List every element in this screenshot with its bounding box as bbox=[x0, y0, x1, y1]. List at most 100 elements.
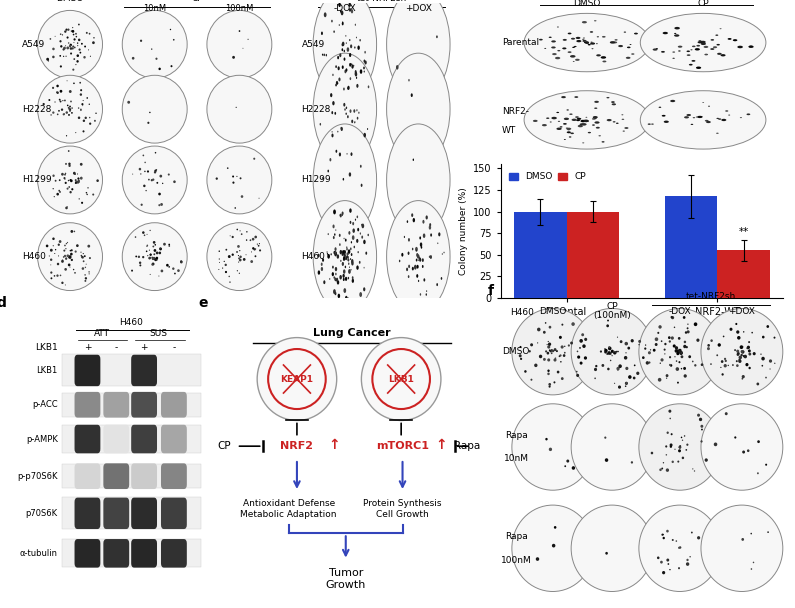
Circle shape bbox=[742, 346, 743, 348]
Circle shape bbox=[599, 316, 601, 317]
Circle shape bbox=[330, 93, 332, 97]
Circle shape bbox=[607, 351, 611, 355]
Circle shape bbox=[716, 35, 719, 36]
FancyBboxPatch shape bbox=[161, 539, 187, 568]
Circle shape bbox=[551, 350, 553, 353]
Circle shape bbox=[661, 534, 664, 536]
Circle shape bbox=[674, 33, 677, 34]
Circle shape bbox=[73, 83, 75, 84]
Circle shape bbox=[665, 374, 669, 377]
Circle shape bbox=[361, 184, 363, 187]
Circle shape bbox=[56, 193, 59, 196]
Circle shape bbox=[730, 328, 732, 331]
Circle shape bbox=[363, 71, 365, 72]
Text: d: d bbox=[0, 297, 6, 311]
Circle shape bbox=[331, 253, 332, 255]
Circle shape bbox=[686, 114, 691, 116]
Circle shape bbox=[747, 449, 750, 452]
Circle shape bbox=[622, 131, 625, 132]
Circle shape bbox=[356, 239, 359, 243]
Circle shape bbox=[259, 243, 260, 244]
Circle shape bbox=[339, 2, 341, 7]
Circle shape bbox=[83, 255, 86, 257]
Circle shape bbox=[681, 368, 682, 370]
Text: 100nM: 100nM bbox=[501, 556, 532, 565]
Circle shape bbox=[559, 336, 562, 339]
Circle shape bbox=[677, 350, 679, 353]
Circle shape bbox=[440, 277, 442, 280]
Circle shape bbox=[345, 35, 347, 36]
Circle shape bbox=[69, 179, 70, 181]
Circle shape bbox=[669, 410, 671, 413]
Circle shape bbox=[674, 356, 676, 358]
Circle shape bbox=[750, 533, 752, 534]
Circle shape bbox=[624, 32, 626, 33]
Circle shape bbox=[80, 252, 82, 253]
Circle shape bbox=[66, 135, 67, 136]
Circle shape bbox=[687, 330, 689, 333]
Circle shape bbox=[317, 254, 320, 257]
Circle shape bbox=[767, 531, 769, 533]
Text: LKB1: LKB1 bbox=[37, 366, 58, 375]
Circle shape bbox=[548, 342, 551, 346]
Circle shape bbox=[340, 10, 342, 13]
Circle shape bbox=[68, 256, 72, 259]
Circle shape bbox=[87, 244, 90, 247]
Circle shape bbox=[567, 131, 571, 133]
FancyBboxPatch shape bbox=[75, 497, 100, 529]
Circle shape bbox=[73, 269, 74, 271]
Circle shape bbox=[769, 359, 772, 363]
Circle shape bbox=[147, 255, 149, 257]
Circle shape bbox=[664, 353, 665, 354]
Circle shape bbox=[37, 223, 103, 291]
Circle shape bbox=[334, 251, 336, 255]
Circle shape bbox=[747, 114, 750, 115]
Circle shape bbox=[679, 350, 681, 351]
Circle shape bbox=[335, 278, 336, 281]
Circle shape bbox=[417, 254, 420, 259]
Circle shape bbox=[88, 103, 90, 105]
Text: mTORC1: mTORC1 bbox=[376, 441, 429, 451]
Circle shape bbox=[386, 201, 450, 313]
Circle shape bbox=[695, 48, 700, 50]
Circle shape bbox=[657, 332, 659, 334]
Circle shape bbox=[72, 69, 75, 71]
Circle shape bbox=[151, 179, 153, 181]
Circle shape bbox=[342, 253, 343, 256]
Circle shape bbox=[324, 280, 325, 284]
Circle shape bbox=[207, 146, 272, 214]
Circle shape bbox=[655, 343, 657, 346]
Circle shape bbox=[60, 33, 61, 35]
Circle shape bbox=[423, 233, 425, 238]
Circle shape bbox=[59, 179, 60, 181]
Circle shape bbox=[320, 267, 323, 271]
Circle shape bbox=[558, 121, 560, 122]
Circle shape bbox=[68, 255, 72, 258]
Circle shape bbox=[254, 248, 256, 250]
Circle shape bbox=[547, 345, 550, 348]
Circle shape bbox=[737, 336, 740, 340]
Circle shape bbox=[551, 40, 556, 43]
Circle shape bbox=[356, 84, 359, 88]
Circle shape bbox=[68, 162, 71, 165]
Circle shape bbox=[327, 251, 328, 253]
Text: p-ACC: p-ACC bbox=[32, 400, 58, 409]
Circle shape bbox=[678, 567, 680, 569]
Circle shape bbox=[350, 77, 351, 80]
Circle shape bbox=[73, 58, 76, 60]
Circle shape bbox=[169, 244, 170, 246]
Circle shape bbox=[549, 350, 551, 351]
Circle shape bbox=[545, 438, 548, 440]
Circle shape bbox=[662, 537, 665, 539]
Circle shape bbox=[581, 333, 584, 336]
Circle shape bbox=[55, 36, 56, 37]
Circle shape bbox=[226, 249, 227, 250]
Circle shape bbox=[683, 316, 685, 319]
Circle shape bbox=[687, 323, 688, 325]
Circle shape bbox=[50, 258, 52, 261]
Circle shape bbox=[673, 344, 676, 348]
Circle shape bbox=[766, 325, 769, 328]
Circle shape bbox=[574, 46, 576, 47]
Circle shape bbox=[61, 282, 64, 284]
Text: +: + bbox=[141, 343, 148, 352]
